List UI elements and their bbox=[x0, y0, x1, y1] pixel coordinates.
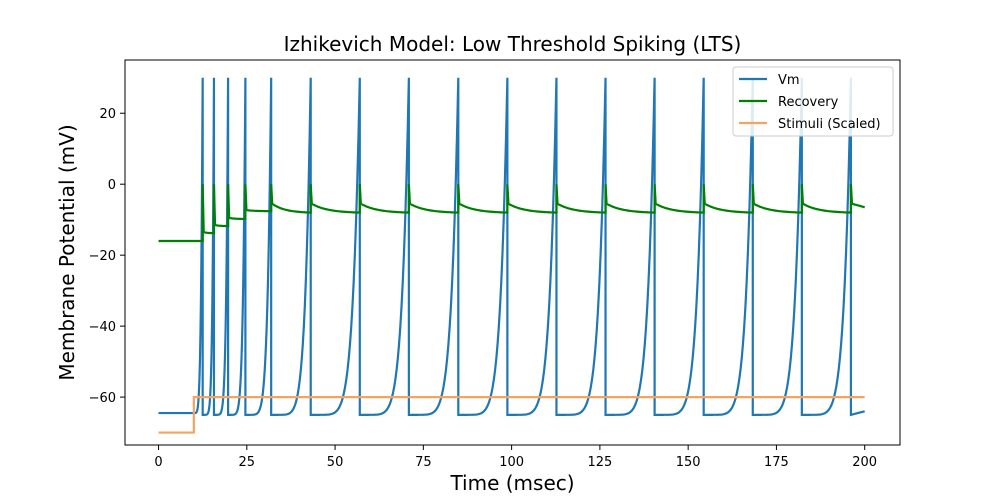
y-tick-label: −20 bbox=[89, 249, 116, 264]
legend-label: Vm bbox=[778, 73, 800, 88]
y-axis-title: Membrane Potential (mV) bbox=[55, 124, 79, 380]
x-tick-label: 0 bbox=[154, 455, 162, 470]
y-axis: −60 −40 −20 0 20 bbox=[89, 107, 125, 406]
y-tick-label: −60 bbox=[89, 391, 116, 406]
x-tick-label: 125 bbox=[587, 455, 612, 470]
x-axis: 0 25 50 75 100 125 150 175 200 bbox=[154, 445, 877, 470]
axes-frame bbox=[124, 59, 901, 446]
plot-area bbox=[158, 77, 865, 434]
x-tick-label: 50 bbox=[327, 455, 344, 470]
x-tick-label: 25 bbox=[239, 455, 256, 470]
series-line-vm bbox=[158, 77, 865, 417]
y-tick-label: −40 bbox=[89, 320, 116, 335]
legend-label: Stimuli (Scaled) bbox=[778, 117, 881, 132]
series-line-stimuli bbox=[158, 396, 865, 434]
y-tick-label: 20 bbox=[99, 107, 116, 122]
chart-title: Izhikevich Model: Low Threshold Spiking … bbox=[284, 32, 742, 56]
series-line-recovery bbox=[158, 184, 865, 243]
x-axis-title: Time (msec) bbox=[449, 471, 574, 495]
x-tick-label: 150 bbox=[676, 455, 701, 470]
x-tick-label: 175 bbox=[764, 455, 789, 470]
legend: Vm Recovery Stimuli (Scaled) bbox=[732, 66, 894, 137]
legend-label: Recovery bbox=[778, 95, 839, 110]
x-tick-label: 100 bbox=[499, 455, 524, 470]
y-tick-label: 0 bbox=[108, 178, 116, 193]
x-tick-label: 200 bbox=[852, 455, 877, 470]
legend-box bbox=[732, 66, 894, 137]
x-tick-label: 75 bbox=[415, 455, 432, 470]
